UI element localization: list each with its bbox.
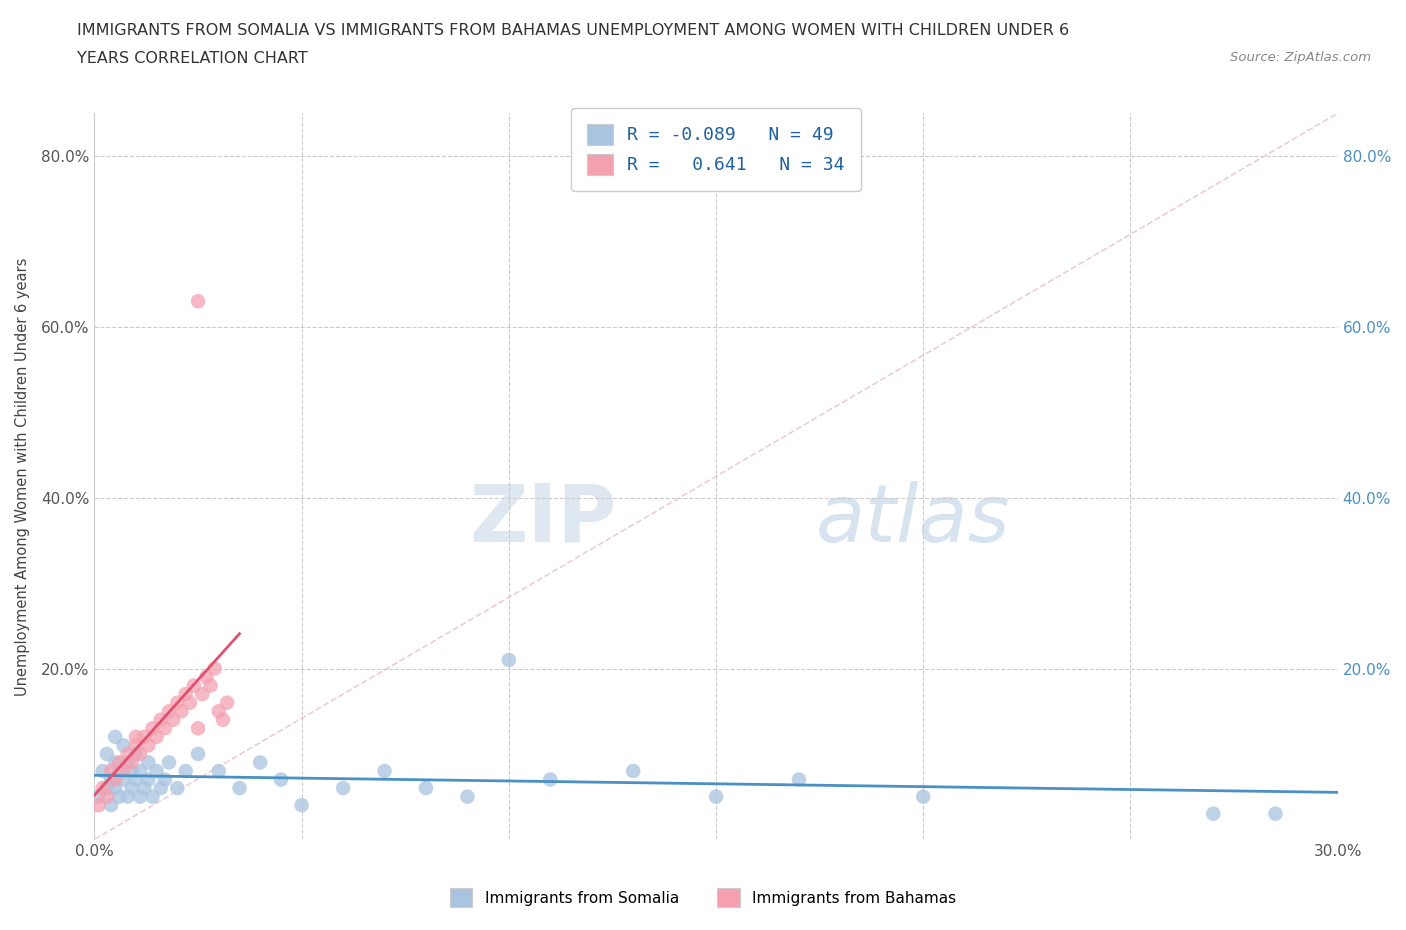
- Point: [145, 729, 167, 744]
- Text: YEARS CORRELATION CHART: YEARS CORRELATION CHART: [77, 51, 308, 66]
- Point: [104, 729, 127, 744]
- Point: [1202, 806, 1225, 821]
- Point: [108, 755, 131, 770]
- Point: [204, 661, 226, 676]
- Point: [108, 790, 131, 804]
- Point: [170, 704, 193, 719]
- Point: [117, 790, 139, 804]
- Point: [121, 755, 143, 770]
- Point: [149, 780, 172, 795]
- Point: [141, 790, 163, 804]
- Point: [125, 747, 148, 762]
- Point: [100, 764, 122, 778]
- Point: [787, 772, 810, 787]
- Point: [166, 696, 188, 711]
- Point: [145, 764, 167, 778]
- Point: [208, 764, 231, 778]
- Point: [100, 798, 122, 813]
- Point: [104, 755, 127, 770]
- Point: [415, 780, 437, 795]
- Text: Source: ZipAtlas.com: Source: ZipAtlas.com: [1230, 51, 1371, 64]
- Point: [121, 764, 143, 778]
- Point: [134, 780, 156, 795]
- Point: [96, 780, 118, 795]
- Point: [228, 780, 250, 795]
- Point: [498, 653, 520, 668]
- Point: [291, 798, 314, 813]
- Point: [138, 772, 160, 787]
- Point: [174, 686, 197, 701]
- Point: [912, 790, 935, 804]
- Point: [112, 737, 135, 752]
- Point: [129, 747, 152, 762]
- Point: [332, 780, 354, 795]
- Point: [174, 764, 197, 778]
- Point: [166, 780, 188, 795]
- Point: [134, 729, 156, 744]
- Point: [138, 737, 160, 752]
- Point: [187, 721, 209, 736]
- Point: [96, 747, 118, 762]
- Point: [621, 764, 644, 778]
- Point: [374, 764, 396, 778]
- Point: [217, 696, 239, 711]
- Text: IMMIGRANTS FROM SOMALIA VS IMMIGRANTS FROM BAHAMAS UNEMPLOYMENT AMONG WOMEN WITH: IMMIGRANTS FROM SOMALIA VS IMMIGRANTS FR…: [77, 23, 1070, 38]
- Point: [704, 790, 727, 804]
- Point: [138, 755, 160, 770]
- Point: [157, 755, 180, 770]
- Point: [121, 780, 143, 795]
- Point: [195, 670, 218, 684]
- Point: [187, 294, 209, 309]
- Point: [538, 772, 561, 787]
- Point: [87, 798, 110, 813]
- Point: [117, 755, 139, 770]
- Point: [117, 747, 139, 762]
- Point: [157, 704, 180, 719]
- Point: [249, 755, 271, 770]
- Point: [91, 764, 114, 778]
- Point: [212, 712, 235, 727]
- Point: [104, 772, 127, 787]
- Legend: R = -0.089   N = 49, R =   0.641   N = 34: R = -0.089 N = 49, R = 0.641 N = 34: [571, 108, 860, 191]
- Point: [125, 729, 148, 744]
- Point: [112, 764, 135, 778]
- Point: [104, 780, 127, 795]
- Point: [141, 721, 163, 736]
- Text: ZIP: ZIP: [470, 481, 617, 559]
- Point: [91, 780, 114, 795]
- Point: [108, 764, 131, 778]
- Point: [129, 764, 152, 778]
- Point: [1264, 806, 1286, 821]
- Y-axis label: Unemployment Among Women with Children Under 6 years: Unemployment Among Women with Children U…: [15, 257, 30, 696]
- Point: [100, 772, 122, 787]
- Legend: Immigrants from Somalia, Immigrants from Bahamas: Immigrants from Somalia, Immigrants from…: [443, 883, 963, 913]
- Point: [87, 790, 110, 804]
- Point: [129, 790, 152, 804]
- Point: [149, 712, 172, 727]
- Point: [162, 712, 184, 727]
- Point: [112, 772, 135, 787]
- Point: [270, 772, 292, 787]
- Point: [153, 772, 176, 787]
- Point: [187, 747, 209, 762]
- Point: [183, 678, 205, 693]
- Point: [153, 721, 176, 736]
- Text: atlas: atlas: [815, 481, 1011, 559]
- Point: [456, 790, 478, 804]
- Point: [208, 704, 231, 719]
- Point: [125, 737, 148, 752]
- Point: [96, 790, 118, 804]
- Point: [125, 772, 148, 787]
- Point: [200, 678, 222, 693]
- Point: [191, 686, 214, 701]
- Point: [179, 696, 201, 711]
